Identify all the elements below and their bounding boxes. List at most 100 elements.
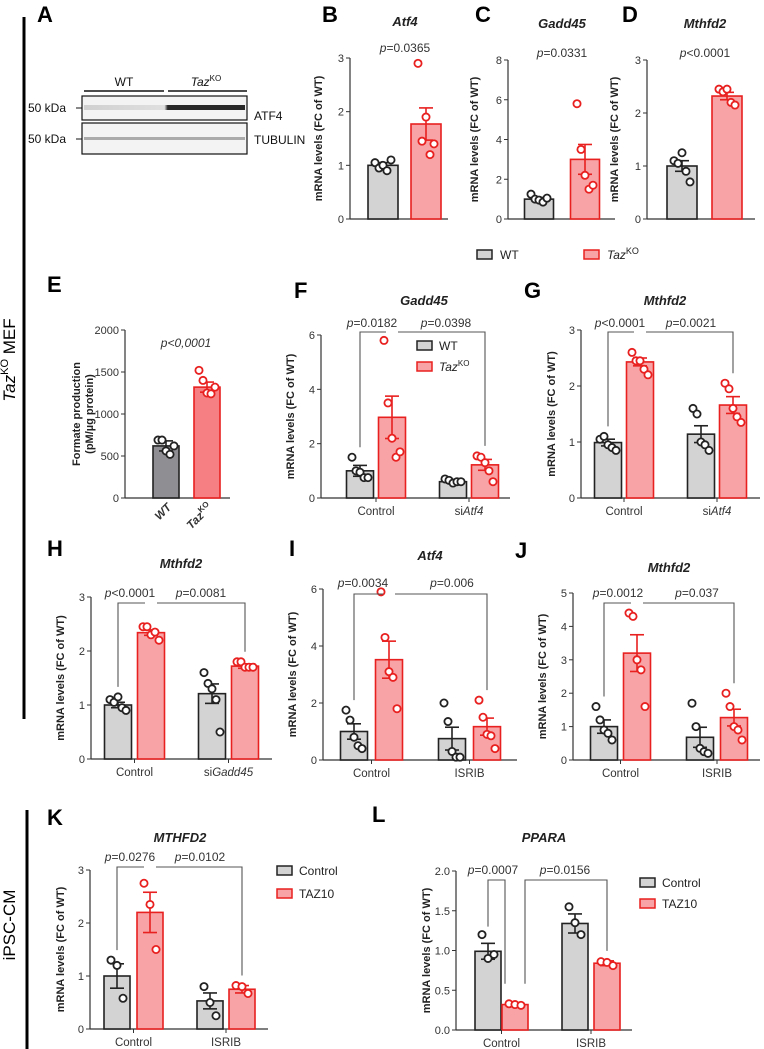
y-tick-label: 0: [113, 493, 119, 505]
panel-G: G Mthfd2 0 1 2 3 mRNA levels (FC of WT) Control…: [524, 278, 760, 518]
p-value-label: p<0.0001: [679, 46, 731, 60]
data-point: [417, 136, 427, 146]
y-axis-label: mRNA levels (FC of WT): [55, 886, 67, 1012]
data-point: [456, 477, 466, 487]
data-point: [611, 445, 621, 455]
data-point: [608, 961, 618, 971]
category-label: Control: [357, 506, 394, 518]
data-point: [681, 166, 691, 176]
bar: [593, 962, 621, 1031]
data-point: [113, 692, 123, 702]
data-point: [588, 180, 598, 190]
data-point: [429, 139, 439, 149]
data-point: [703, 748, 713, 758]
data-point: [145, 899, 155, 909]
bar: [197, 692, 227, 760]
data-point: [685, 177, 695, 187]
y-tick-label: 3: [635, 55, 641, 67]
data-point: [490, 744, 500, 754]
y-tick-label: 2.0: [435, 866, 450, 878]
significance-bracket: [359, 331, 386, 448]
y-tick-label: 1: [79, 700, 85, 712]
y-axis-label: (pM/µg protein): [84, 374, 96, 454]
bar: [193, 386, 221, 499]
panel-letter: H: [47, 536, 63, 561]
data-point: [345, 715, 355, 725]
y-tick-label: 1.0: [435, 946, 450, 958]
legend-swatch: [639, 877, 656, 888]
panel-letter: L: [372, 802, 385, 827]
p-value-label: p=0.0081: [175, 586, 227, 600]
p-value-label: p=0.0398: [420, 316, 472, 330]
data-point: [733, 725, 743, 735]
panel-K: K MTHFD2 0 1 2 3 mRNA levels (FC of WT) Control…: [47, 805, 338, 1049]
p-value-label: p<0,0001: [160, 336, 212, 350]
y-axis-label: mRNA levels (FC of WT): [546, 351, 558, 477]
data-point: [387, 433, 397, 443]
data-point: [157, 435, 167, 445]
data-point: [564, 902, 574, 912]
data-point: [413, 58, 423, 68]
y-tick-label: 500: [101, 451, 119, 463]
p-value-label: p=0.0102: [174, 850, 226, 864]
blot-protein-label: TUBULIN: [254, 133, 305, 147]
p-value-label: p<0.0001: [104, 586, 156, 600]
panel-E: E 0 500 1000 1500 2000 Formate production (pM/µ…: [47, 272, 230, 532]
data-point: [640, 702, 650, 712]
legend-label-wt: WT: [500, 248, 519, 262]
chart-title: Atf4: [391, 14, 418, 29]
data-point: [477, 930, 487, 940]
blot-marker: 50 kDa: [28, 101, 66, 115]
category-label: siAtf4: [703, 506, 732, 518]
legend-label: Control: [299, 864, 338, 878]
data-point: [165, 449, 175, 459]
data-point: [237, 982, 247, 992]
y-tick-label: 3: [338, 53, 344, 65]
data-point: [139, 878, 149, 888]
data-point: [704, 445, 714, 455]
legend-swatch-wt: [476, 249, 493, 260]
y-tick-label: 2: [309, 439, 315, 451]
chart-title: Mthfd2: [648, 560, 691, 575]
y-tick-label: 0: [78, 1024, 84, 1036]
y-tick-label: 3: [79, 592, 85, 604]
y-tick-label: 2000: [95, 325, 119, 337]
data-point: [474, 695, 484, 705]
p-value-label: p=0.0007: [467, 863, 519, 877]
chart-title: PPARA: [522, 830, 567, 845]
data-point: [721, 688, 731, 698]
y-tick-label: 1: [635, 161, 641, 173]
data-point: [607, 735, 617, 745]
chart-title: Mthfd2: [160, 556, 203, 571]
y-axis-label: Formate production: [71, 362, 83, 466]
data-point: [199, 982, 209, 992]
bar: [136, 631, 166, 760]
y-tick-label: 2: [635, 108, 641, 120]
significance-bracket: [157, 602, 246, 652]
data-point: [382, 166, 392, 176]
mef-group-label: TazKO MEF: [0, 318, 19, 401]
bar: [230, 665, 260, 760]
y-tick-label: 1.5: [435, 906, 450, 918]
y-tick-label: 0: [635, 214, 641, 226]
data-point: [425, 150, 435, 160]
y-tick-label: 1500: [95, 367, 119, 379]
y-axis-label: mRNA levels (FC of WT): [537, 613, 549, 739]
data-point: [421, 112, 431, 122]
data-point: [198, 375, 208, 385]
data-point: [486, 731, 496, 741]
data-point: [725, 702, 735, 712]
blot-group-ko: TazKO: [191, 74, 221, 89]
panel-C: C Gadd45 0 2 4 6 8 mRNA levels (FC of WT): [469, 2, 615, 226]
y-tick-label: 1000: [95, 409, 119, 421]
y-tick-label: 5: [561, 588, 567, 600]
significance-bracket: [353, 593, 383, 701]
y-tick-label: 1: [569, 437, 575, 449]
y-tick-label: 3: [569, 325, 575, 337]
y-axis-label: mRNA levels (FC of WT): [287, 611, 299, 737]
y-tick-label: 0.5: [435, 985, 450, 997]
bar: [474, 950, 502, 1031]
data-point: [635, 356, 645, 366]
data-point: [106, 955, 116, 965]
p-value-label: p=0.0021: [665, 316, 717, 330]
